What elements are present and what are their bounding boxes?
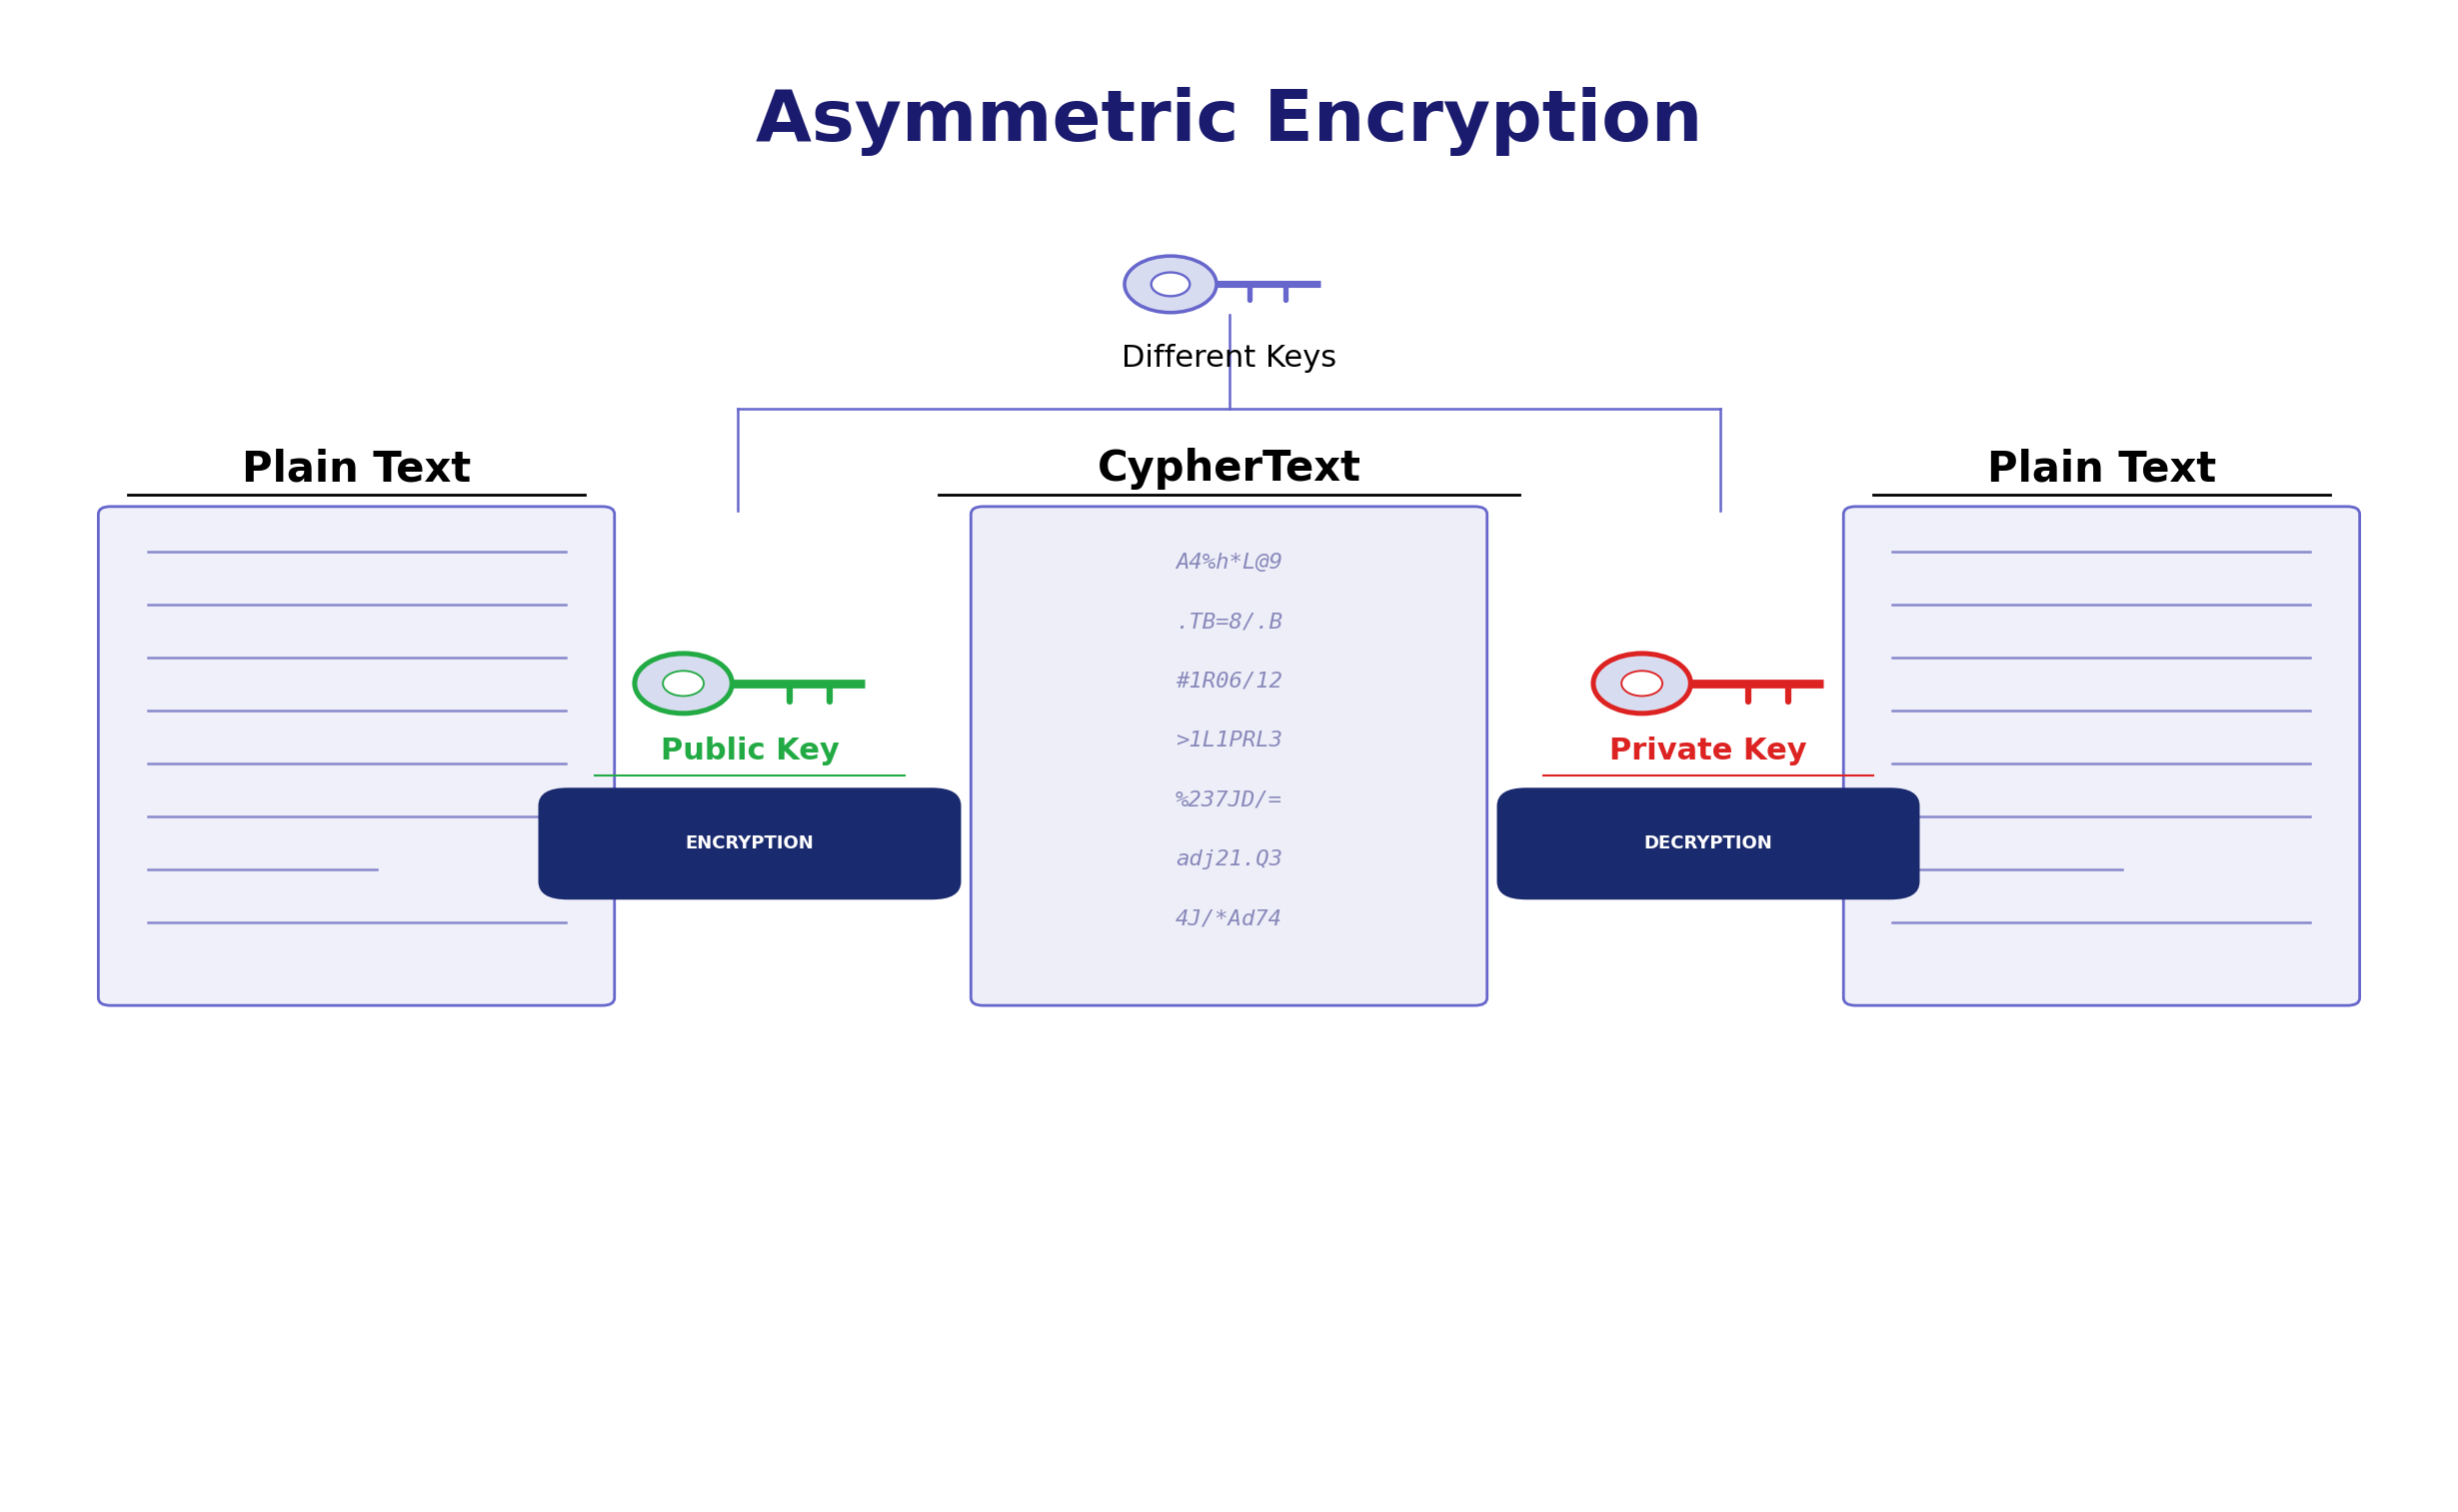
Text: #1R06/12: #1R06/12 [1175,671,1283,691]
Text: Different Keys: Different Keys [1121,343,1337,373]
Text: Private Key: Private Key [1610,736,1807,767]
Text: Public Key: Public Key [661,736,838,767]
Text: A4%h*L@9: A4%h*L@9 [1175,552,1283,573]
Text: Plain Text: Plain Text [241,448,472,490]
FancyBboxPatch shape [98,507,614,1005]
Text: adj21.Q3: adj21.Q3 [1175,850,1283,869]
Circle shape [664,671,703,696]
Text: >1L1PRL3: >1L1PRL3 [1175,730,1283,750]
Circle shape [1622,671,1662,696]
FancyBboxPatch shape [1497,788,1920,900]
Text: CypherText: CypherText [1096,448,1362,490]
FancyBboxPatch shape [1844,507,2360,1005]
FancyBboxPatch shape [971,507,1487,1005]
Text: %237JD/=: %237JD/= [1175,791,1283,810]
Text: Asymmetric Encryption: Asymmetric Encryption [755,86,1703,156]
Text: DECRYPTION: DECRYPTION [1644,835,1772,853]
Circle shape [634,653,732,714]
Circle shape [1150,272,1190,296]
Text: ENCRYPTION: ENCRYPTION [686,835,814,853]
Text: 4J/*Ad74: 4J/*Ad74 [1175,909,1283,928]
Text: Plain Text: Plain Text [1986,448,2217,490]
Circle shape [1593,653,1691,714]
Text: .TB=8/.B: .TB=8/.B [1175,612,1283,632]
FancyBboxPatch shape [538,788,961,900]
Circle shape [1123,256,1217,313]
